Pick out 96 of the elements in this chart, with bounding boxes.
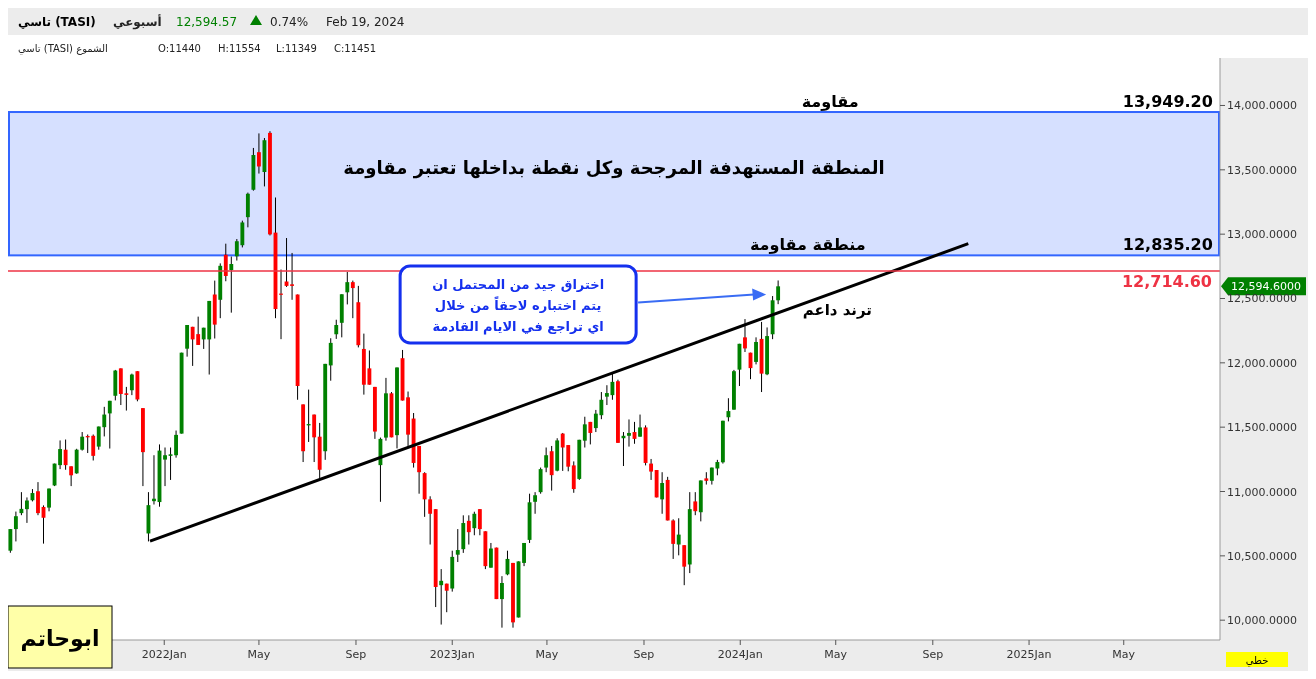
text: 12,594.57 [176,15,238,29]
candlestick [25,496,29,524]
candlestick [571,460,576,494]
candlestick [256,132,261,175]
text: 0.74% [270,15,309,29]
text: L:11349 [276,43,317,54]
y-tick-label: 12,500.0000 [1227,292,1297,306]
candlestick [80,431,85,452]
text: O:11440 [158,43,201,54]
ref-line-label: 12,714.60 [1121,271,1212,291]
x-tick-label: Sep [633,648,655,661]
candlestick [174,430,178,459]
y-tick-label: 14,000.0000 [1227,99,1297,113]
x-tick-label: Sep [922,648,944,661]
y-tick-label: 10,500.0000 [1227,549,1297,563]
candlestick [638,414,642,438]
chart-title: تاسي (TASI) [18,15,96,29]
candlestick [19,491,24,516]
candlestick [107,400,112,450]
band-label: المنطقة المستهدفة المرجحة وكل نقطة بداخلها تعتبر مقاومة [343,156,885,179]
candlestick [439,568,444,626]
annotation: مقاومة [801,92,859,112]
candlestick [345,271,350,305]
x-tick-label: 2024Jan [717,648,763,661]
text: تاسي (TASI) الشموع [18,43,108,55]
candlestick [754,336,758,365]
candlestick [58,439,63,470]
annotation: 12,835.20 [1122,235,1213,255]
series-label: ترند داعم [802,301,872,320]
candlestick [726,397,731,422]
candlestick [488,542,493,569]
x-tick-label: May [824,648,848,661]
x-tick-label: May [535,648,559,661]
text: أسبوعي [113,14,162,30]
candlestick [533,491,538,515]
x-tick-label: Sep [345,648,367,661]
candlestick [538,467,543,495]
candlestick [649,458,654,481]
y-tick-label: 13,500.0000 [1227,163,1297,177]
annotation: منطقة مقاومة [749,235,866,255]
candlestick [477,508,482,536]
candlestick [13,511,18,542]
candlestick [185,324,190,358]
candlestick [36,481,40,516]
candlestick [627,418,631,448]
candlestick [163,447,167,487]
candlestick [334,319,339,340]
x-tick-label: 2022Jan [141,648,187,661]
candlestick [582,416,587,448]
x-tick-label: May [1112,648,1136,661]
candlestick [223,243,228,282]
text: 12,594.6000 [1231,280,1301,294]
x-tick-label: 2023Jan [429,648,475,661]
y-tick-label: 10,000.0000 [1227,614,1297,628]
candlestick [682,544,687,586]
candlestick [500,575,504,629]
x-tick-label: May [247,648,271,661]
annotation: اختراق جيد من المحتمل ان يتم اختباره لاحقاً من خلال اي تراجع في الايام القادمة [432,276,605,335]
candlestick [472,511,477,536]
candlestick [290,252,294,301]
candlestick [69,465,74,487]
candlestick [776,279,781,305]
y-tick-label: 11,500.0000 [1227,421,1297,435]
y-tick-label: 11,000.0000 [1227,485,1297,499]
candlestick [676,517,681,556]
candlestick [229,256,234,314]
candlestick [168,447,173,481]
text: H:11554 [218,43,261,54]
y-tick-label: 13,000.0000 [1227,228,1297,242]
candlestick [549,445,554,492]
candlestick [693,491,698,516]
candlestick [8,528,13,554]
candlestick [245,192,250,228]
candlestick [74,448,79,475]
candlestick [455,528,460,563]
text: C:11451 [334,43,377,54]
candlestick [660,471,665,515]
candlestick [129,373,134,396]
text: Feb 19, 2024 [326,15,405,29]
candlestick [428,495,433,546]
candlestick [466,514,471,546]
candlestick [444,583,449,613]
candlestick [279,269,283,340]
x-tick-label: 2025Jan [1006,648,1052,661]
candlestick [312,414,317,463]
candlestick [743,318,747,353]
y-tick-label: 12,000.0000 [1227,356,1297,370]
candlestick [328,337,333,382]
candlestick [671,518,676,560]
candlestick [63,439,68,471]
annotation: 13,949.20 [1122,92,1213,112]
candlestick [544,447,549,473]
candlestick [102,406,107,437]
text: خطي [1245,655,1269,667]
annotation: ابوحاتم [20,626,100,652]
candlestick [350,280,355,319]
